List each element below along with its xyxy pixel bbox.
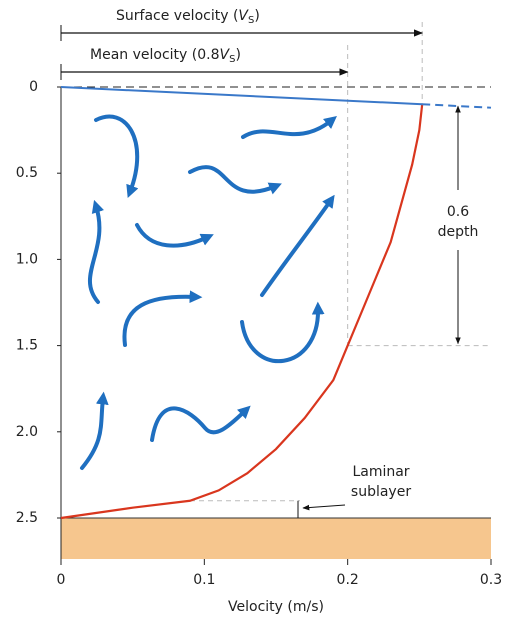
water-surface	[60, 86, 423, 106]
annotation: Mean velocity (0.8VS)	[90, 47, 241, 65]
depth-label: depth	[438, 224, 479, 240]
laminar-label: Laminar	[352, 464, 409, 480]
y-tick-label: 2.0	[16, 424, 38, 440]
annotation-text: )	[254, 8, 259, 24]
x-tick-label: 0	[57, 572, 66, 588]
annotation-text: )	[235, 47, 240, 63]
y-tick-label: 2.5	[16, 510, 38, 526]
annotation: Surface velocity (VS)	[116, 8, 260, 26]
annotation-text: Mean velocity (0.8	[90, 47, 220, 63]
x-tick-label: 0.2	[337, 572, 359, 588]
x-axis-label: Velocity (m/s)	[228, 599, 324, 615]
laminar-label: sublayer	[351, 484, 411, 500]
x-tick-label: 0.1	[193, 572, 215, 588]
y-tick-label: 0	[29, 79, 38, 95]
annotation-text: Surface velocity (	[116, 8, 238, 24]
y-tick-label: 1.0	[16, 251, 38, 267]
eddies	[80, 114, 337, 470]
annotation-subscript: S	[248, 15, 254, 26]
annotation-subscript: S	[229, 54, 235, 65]
depth-label: 0.6	[447, 204, 469, 220]
y-tick-label: 1.5	[16, 338, 38, 354]
stream-bed	[61, 518, 491, 559]
water-surface	[422, 103, 492, 109]
x-tick-label: 0.3	[480, 572, 502, 588]
annotation-symbol: V	[220, 47, 231, 63]
annotation-symbol: V	[238, 8, 249, 24]
y-tick-label: 0.5	[16, 165, 38, 181]
velocity-profile	[60, 104, 424, 520]
laminar-pointer	[302, 504, 346, 511]
